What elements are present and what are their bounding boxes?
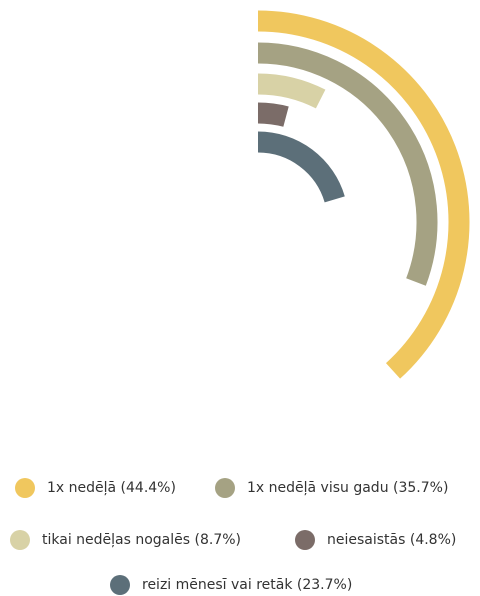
legend-swatch bbox=[10, 530, 30, 550]
legend-label: 1x nedēļā visu gadu (35.7%) bbox=[247, 480, 448, 496]
legend-label: 1x nedēļā (44.4%) bbox=[47, 480, 176, 496]
arc-bar bbox=[257, 42, 438, 286]
arc-bar bbox=[257, 131, 345, 203]
legend-label: tikai nedēļas nogalēs (8.7%) bbox=[42, 532, 241, 548]
legend-label: reizi mēnesī vai retāk (23.7%) bbox=[142, 577, 352, 593]
arc-bar bbox=[257, 10, 470, 379]
arc-bar bbox=[257, 102, 289, 127]
legend-swatch bbox=[110, 575, 130, 595]
legend-swatch bbox=[15, 478, 35, 498]
legend-label: neiesaistās (4.8%) bbox=[327, 532, 456, 548]
legend-swatch bbox=[215, 478, 235, 498]
legend-swatch bbox=[295, 530, 315, 550]
arc-bar bbox=[257, 73, 326, 109]
